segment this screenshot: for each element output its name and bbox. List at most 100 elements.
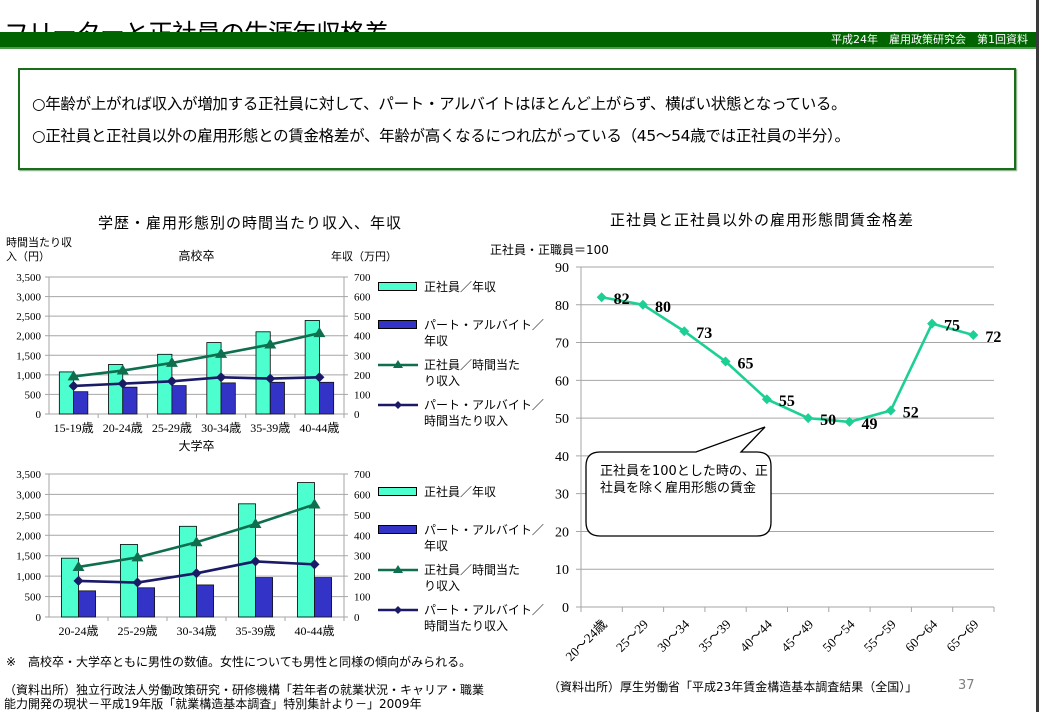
category-label: 40-44歳 xyxy=(295,624,335,638)
part-annual-bar xyxy=(255,577,274,618)
right-tick-label: 700 xyxy=(354,272,371,284)
part-annual-bar xyxy=(171,385,187,415)
regular-hourly-point xyxy=(308,498,321,509)
regular-hourly-point xyxy=(72,560,85,571)
left-section-title: 学歴・雇用形態別の時間当たり収入、年収 xyxy=(98,214,403,232)
right-tick-label: 400 xyxy=(354,331,371,343)
part-hourly-line xyxy=(73,375,320,388)
bar-swatch-icon xyxy=(378,487,417,496)
category-label: 35-39歳 xyxy=(250,421,290,435)
y-tick-label: 10 xyxy=(555,563,569,578)
y-tick-label: 20 xyxy=(555,525,569,540)
wage-gap-point xyxy=(885,405,896,416)
part-annual-bar xyxy=(196,584,215,618)
data-label: 49 xyxy=(861,416,877,433)
left-tick-label: 2,500 xyxy=(16,311,41,323)
y-tick-label: 80 xyxy=(555,299,569,314)
regular-hourly-line xyxy=(73,331,320,378)
right-tick-label: 700 xyxy=(354,469,371,481)
data-label: 65 xyxy=(738,355,754,372)
x-tick-label: 30～34 xyxy=(654,616,693,655)
part-annual-bar xyxy=(137,587,156,618)
part-hourly-point xyxy=(73,575,84,586)
regular-hourly-point xyxy=(131,551,144,562)
part-hourly-point xyxy=(216,372,227,383)
wage-gap-point xyxy=(596,292,607,303)
wage-gap-chart: 0 10 20 30 40 50 60 70 80 90 20～24歳 25～29 30～34 35～39… xyxy=(555,261,1001,664)
bar-swatch-icon xyxy=(378,320,417,329)
x-tick-label: 45～49 xyxy=(778,617,816,655)
x-tick-label: 20～24歳 xyxy=(562,617,609,664)
left-tick-label: 1,500 xyxy=(16,551,41,563)
data-label: 50 xyxy=(820,412,836,429)
right-tick-label: 100 xyxy=(354,592,371,604)
regular-hourly-point xyxy=(165,356,178,367)
y-tick-label: 50 xyxy=(555,412,569,427)
part-annual-bar xyxy=(78,590,97,618)
source-left-line-1: （資料出所）独立行政法人労働政策研究・研修機構「若年者の就業状況・キャリア・職業 xyxy=(4,683,485,697)
data-label: 52 xyxy=(903,405,919,422)
wage-gap-point xyxy=(637,299,648,310)
slide-right-border xyxy=(1036,0,1039,712)
part-annual-bar xyxy=(220,382,236,415)
university-chart: 大学卒 0 0 500 100 1,000 200 1,500 300 2,000 400 2,500… xyxy=(16,440,371,638)
triangle-line-marker-icon xyxy=(378,565,418,573)
data-label: 80 xyxy=(655,299,671,316)
footnote: ※ 高校卒・大学卒ともに男性の数値。女性についても男性と同様の傾向がみられる。 xyxy=(6,655,472,669)
part-hourly-point xyxy=(132,577,143,588)
right-tick-label: 0 xyxy=(354,612,360,624)
left-tick-label: 3,000 xyxy=(16,292,41,304)
right-tick-label: 600 xyxy=(354,292,371,304)
data-label: 73 xyxy=(696,325,712,342)
left-tick-label: 500 xyxy=(25,592,42,604)
right-section-title: 正社員と正社員以外の雇用形態間賃金格差 xyxy=(610,211,915,229)
x-tick-label: 50～54 xyxy=(819,616,858,655)
y-tick-label: 40 xyxy=(555,450,569,465)
x-tick-label: 65～69 xyxy=(943,617,981,655)
category-label: 30-34歳 xyxy=(177,624,217,638)
left-tick-label: 2,500 xyxy=(16,510,41,522)
right-tick-label: 200 xyxy=(354,370,371,382)
bar-swatch-icon xyxy=(378,525,417,534)
part-annual-bar xyxy=(319,381,335,415)
wage-gap-point xyxy=(803,413,814,424)
category-label: 35-39歳 xyxy=(236,624,276,638)
left-tick-label: 2,000 xyxy=(16,331,41,343)
category-label: 25-29歳 xyxy=(152,421,192,435)
right-tick-label: 500 xyxy=(354,311,371,323)
summary-line-1: ○年齢が上がれば収入が増加する正社員に対して、パート・アルバイトはほとんど上がら… xyxy=(32,95,847,113)
right-tick-label: 200 xyxy=(354,571,371,583)
page-number: 37 xyxy=(958,678,975,693)
triangle-line-marker-icon xyxy=(378,360,418,368)
header-bar: 平成24年 雇用政策研究会 第1回資料 xyxy=(0,32,1036,49)
y-tick-label: 0 xyxy=(562,601,569,616)
regular-annual-bar xyxy=(60,557,79,618)
left-tick-label: 1,500 xyxy=(16,350,41,362)
regular-annual-bar xyxy=(255,331,271,415)
right-tick-label: 500 xyxy=(354,510,371,522)
left-tick-label: 1,000 xyxy=(16,370,41,382)
left-tick-label: 500 xyxy=(25,389,42,401)
chart-subtitle: 大学卒 xyxy=(178,440,214,453)
regular-hourly-point xyxy=(116,364,129,375)
category-label: 15-19歳 xyxy=(54,421,94,435)
left-tick-label: 1,000 xyxy=(16,571,41,583)
diamond-line-marker-icon xyxy=(378,401,418,409)
part-hourly-point xyxy=(265,373,276,384)
part-annual-bar xyxy=(269,381,285,415)
regular-hourly-point xyxy=(190,536,203,547)
category-label: 40-44歳 xyxy=(299,421,339,435)
y-tick-label: 70 xyxy=(555,337,569,352)
part-hourly-point xyxy=(68,380,79,391)
part-hourly-point xyxy=(250,556,261,567)
part-hourly-point xyxy=(314,372,325,383)
summary-box: ○年齢が上がれば収入が増加する正社員に対して、パート・アルバイトはほとんど上がら… xyxy=(18,68,1016,170)
right-axis-note: 正社員・正職員＝100 xyxy=(490,243,609,257)
right-tick-label: 300 xyxy=(354,551,371,563)
category-label: 25-29歳 xyxy=(118,624,158,638)
data-label: 75 xyxy=(944,318,960,335)
wage-gap-point xyxy=(844,416,855,427)
part-hourly-point xyxy=(166,376,177,387)
right-tick-label: 300 xyxy=(354,350,371,362)
category-label: 30-34歳 xyxy=(201,421,241,435)
